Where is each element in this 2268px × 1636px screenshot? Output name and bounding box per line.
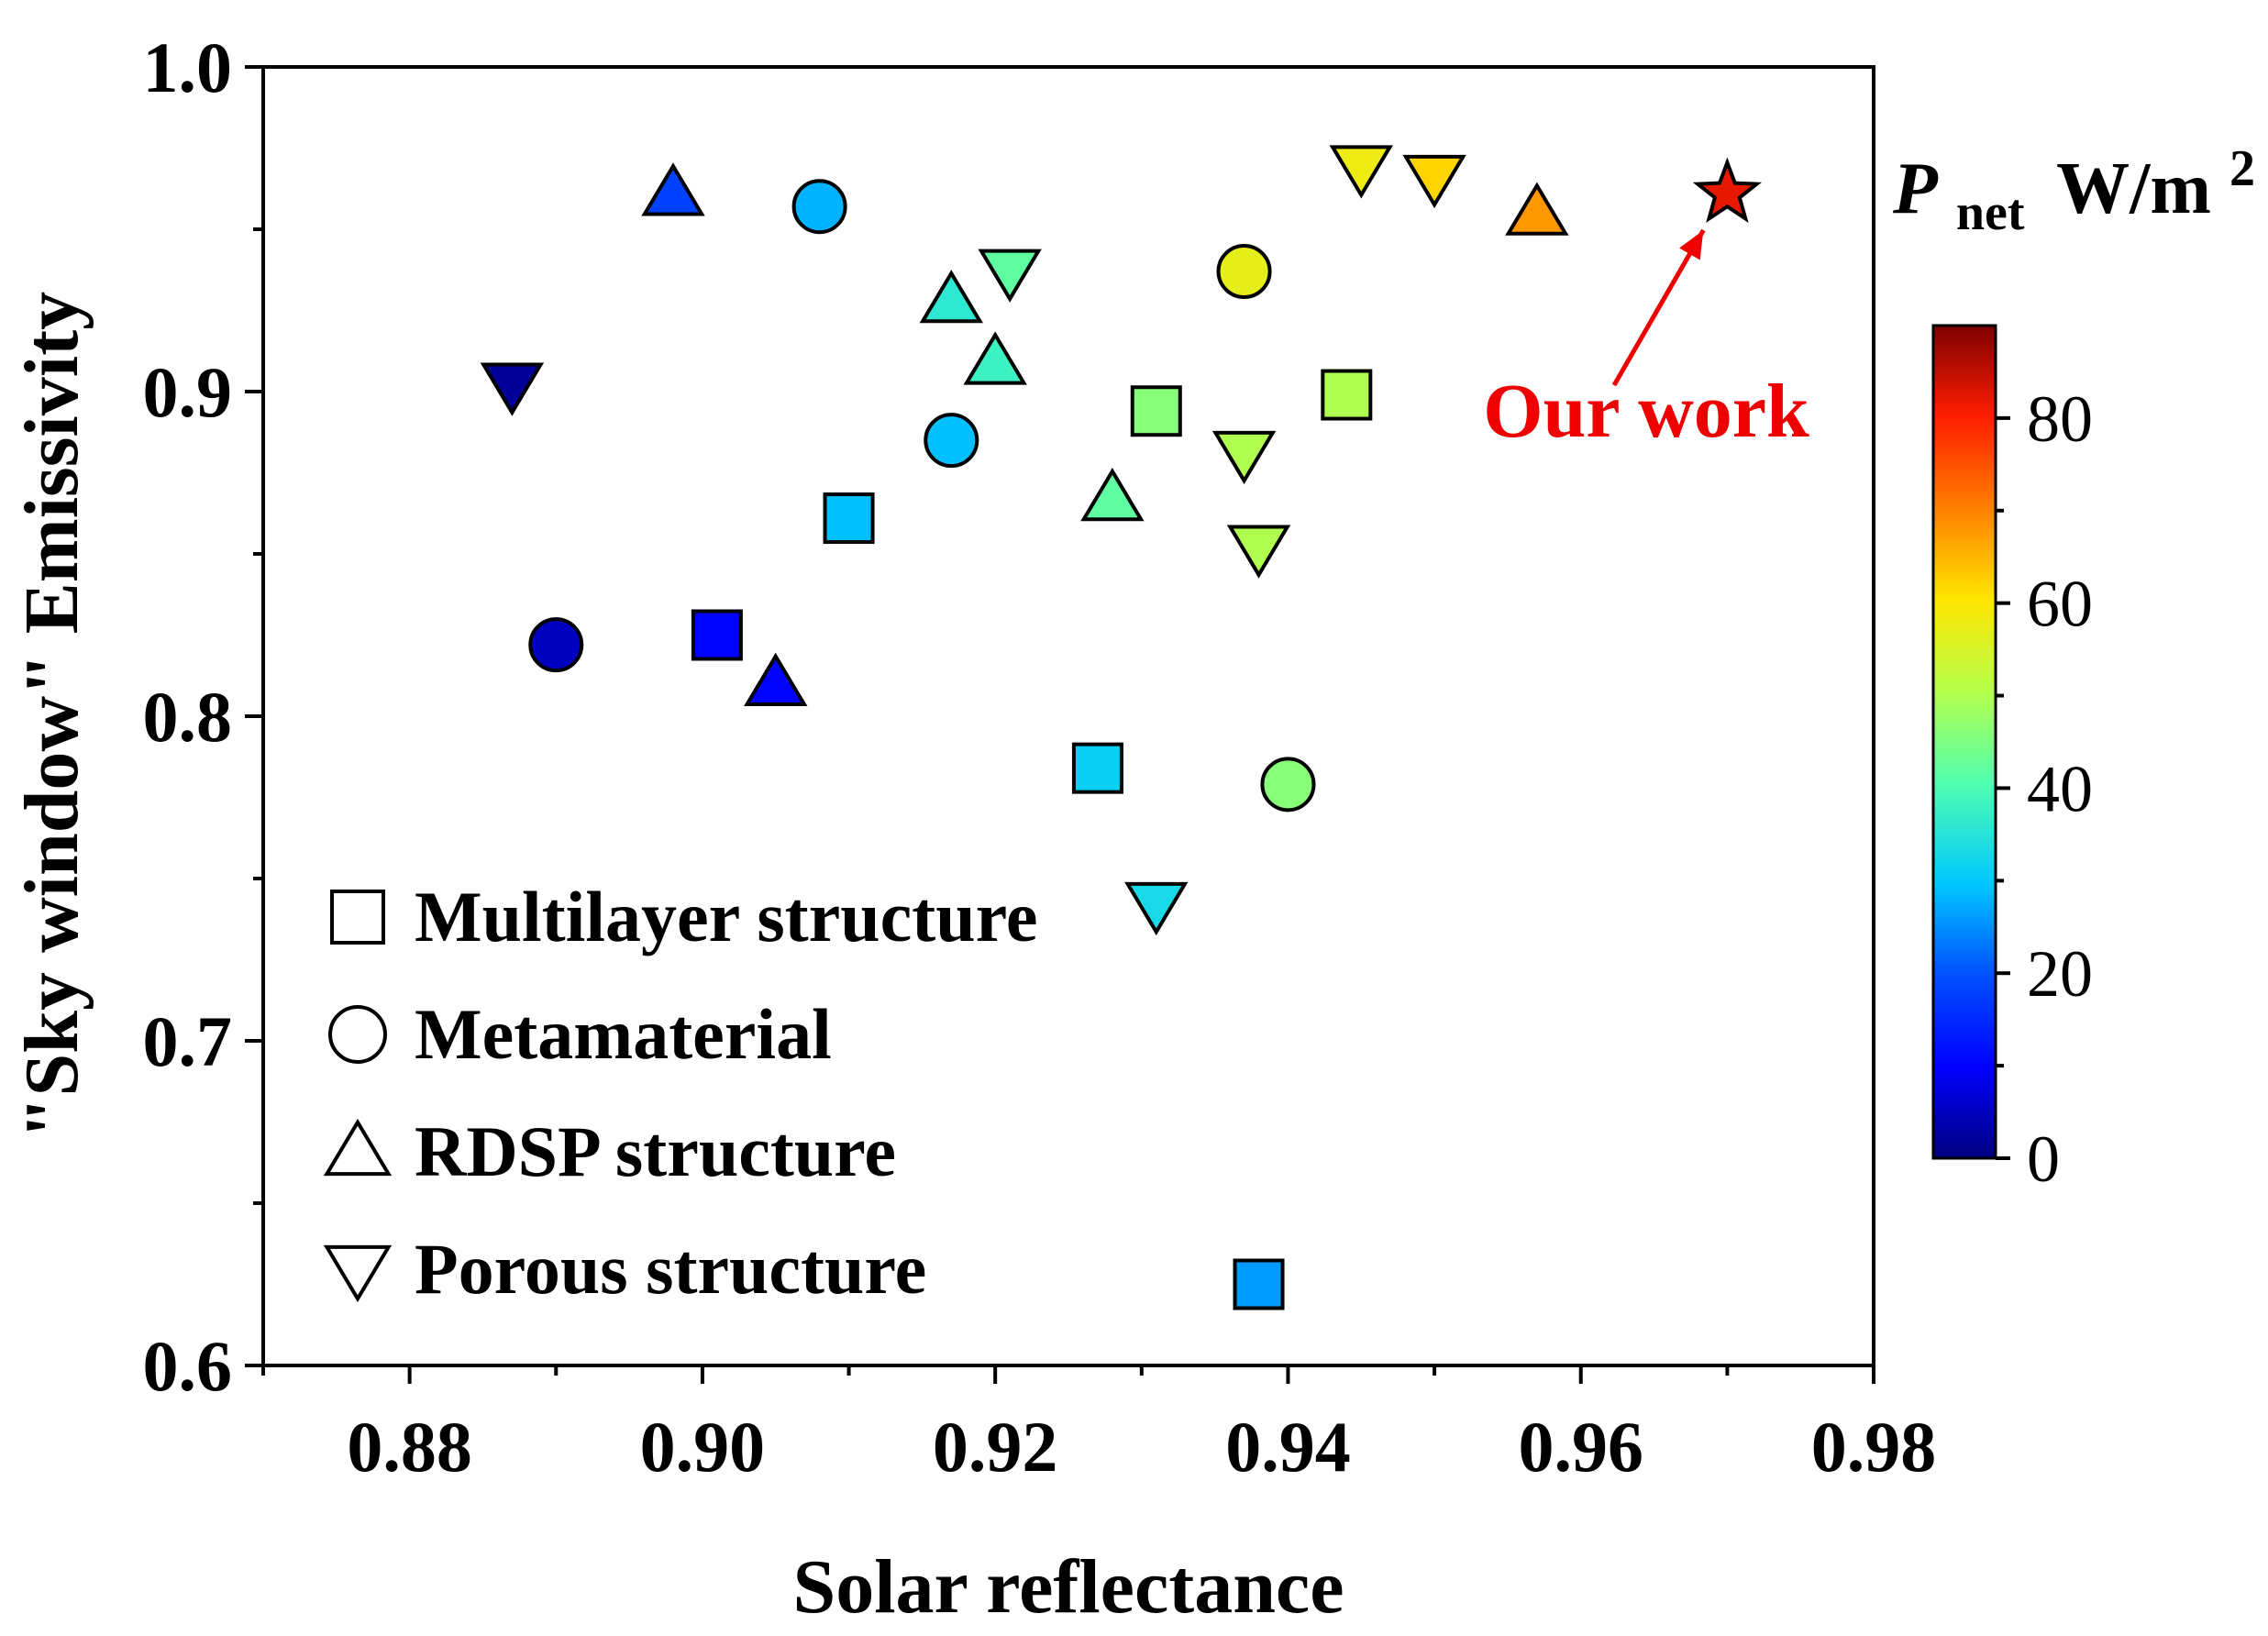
square-data-point (823, 492, 875, 545)
y-axis-title: "Sky window" Emissivity (9, 292, 94, 1139)
triangle-down-data-point (1226, 525, 1291, 579)
x-tick-label: 0.96 (1518, 1407, 1643, 1487)
x-tick-label: 0.88 (347, 1407, 472, 1487)
triangle-up-data-point (1505, 182, 1569, 236)
x-tick-label: 0.94 (1225, 1407, 1351, 1487)
x-tick-label: 0.98 (1811, 1407, 1937, 1487)
circle-data-point (924, 413, 979, 469)
x-tick-label: 0.92 (933, 1407, 1058, 1487)
colorbar-tick-labels: 0 20 40 60 80 (2027, 382, 2093, 1196)
triangle-down-data-point (480, 362, 545, 416)
x-tick-label: 0.90 (640, 1407, 766, 1487)
y-tick-label: 1.0 (143, 28, 233, 107)
circle-data-point (791, 179, 847, 235)
triangle-up-data-point (919, 270, 984, 324)
colorbar-title-p: P (1892, 149, 1939, 229)
square-data-point (1130, 385, 1182, 437)
legend-square-icon (330, 890, 385, 945)
colorbar-title-unit: W/m (2056, 149, 2211, 229)
square-data-point (1321, 369, 1373, 421)
legend: Multilayer structure Metamaterial RDSP str… (323, 877, 1037, 1309)
annotation-arrow-line (1611, 228, 1706, 387)
square-data-point (1071, 742, 1123, 794)
triangle-down-data-point (1124, 881, 1189, 936)
colorbar-tick-label: 80 (2027, 382, 2093, 456)
square-data-point (1233, 1258, 1285, 1310)
colorbar-gradient (1931, 324, 1997, 1160)
legend-label: Porous structure (415, 1229, 926, 1309)
our-work-annotation: Our work (1483, 228, 1809, 454)
colorbar-tick-label: 40 (2027, 752, 2093, 825)
circle-data-point (1216, 244, 1272, 300)
colorbar-tick-label: 60 (2027, 568, 2093, 641)
colorbar-ticks (1996, 415, 2010, 1160)
x-axis-ticks (261, 1365, 1875, 1384)
annotation-label: Our work (1483, 369, 1809, 454)
y-tick-label: 0.6 (143, 1326, 233, 1406)
triangle-down-data-point (1329, 145, 1393, 199)
colorbar-tick-label: 20 (2027, 937, 2093, 1011)
triangle-up-data-point (744, 652, 808, 707)
circle-data-point (528, 617, 584, 673)
legend-circle-icon (328, 1005, 387, 1064)
y-tick-label: 0.9 (143, 352, 233, 432)
colorbar-title-sup: 2 (2229, 140, 2255, 197)
data-points (480, 145, 1762, 1310)
legend-label: Multilayer structure (415, 877, 1037, 956)
triangle-down-data-point (1402, 154, 1466, 209)
triangle-up-data-point (641, 162, 705, 216)
circle-data-point (1260, 757, 1316, 812)
plot-axes: 0.88 0.90 0.92 0.94 0.96 0.98 0.6 0.7 0.8 0.9 1.0 (143, 28, 1937, 1487)
triangle-up-data-point (1080, 468, 1145, 522)
legend-label: RDSP structure (415, 1111, 896, 1191)
square-data-point (691, 609, 743, 661)
x-axis-title: Solar reflectance (792, 1544, 1344, 1630)
legend-label: Metamaterial (415, 994, 832, 1074)
our-work-star-point (1692, 157, 1762, 224)
legend-triangle-up-icon (323, 1118, 393, 1177)
colorbar-tick-label: 0 (2027, 1122, 2060, 1196)
y-tick-label: 0.7 (143, 1001, 233, 1081)
y-axis-ticks (245, 65, 263, 1367)
x-axis-tick-labels: 0.88 0.90 0.92 0.94 0.96 0.98 (347, 1407, 1936, 1487)
y-tick-label: 0.8 (143, 677, 233, 757)
triangle-down-data-point (978, 249, 1042, 303)
triangle-up-data-point (963, 331, 1027, 385)
colorbar-title-sub: net (1956, 184, 2025, 241)
legend-triangle-down-icon (323, 1244, 393, 1303)
colorbar: 0 20 40 60 80 P net W/m 2 (1892, 140, 2255, 1196)
triangle-down-data-point (1211, 430, 1277, 485)
annotation-arrow-head-icon (1679, 230, 1704, 260)
colorbar-title: P net W/m 2 (1892, 140, 2255, 246)
y-axis-tick-labels: 0.6 0.7 0.8 0.9 1.0 (143, 28, 233, 1406)
